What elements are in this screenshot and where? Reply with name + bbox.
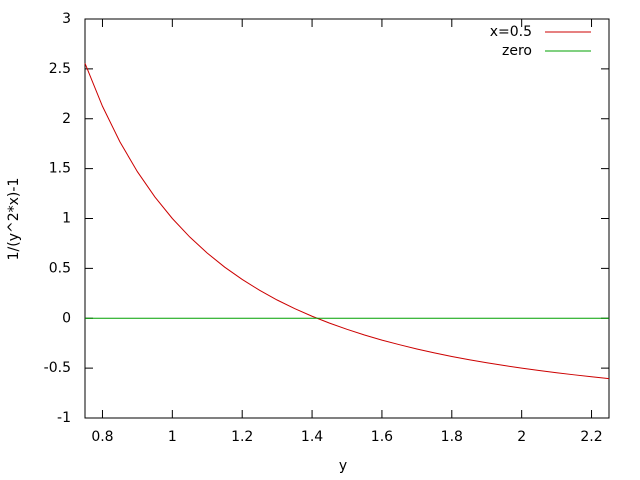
y-tick-label: -1 bbox=[57, 410, 71, 426]
x-tick-label: 1.6 bbox=[371, 429, 393, 445]
y-tick-label: 1 bbox=[62, 211, 71, 227]
x-tick-label: 1.4 bbox=[301, 429, 323, 445]
x-tick-label: 1.8 bbox=[441, 429, 463, 445]
y-tick-label: 1.5 bbox=[49, 161, 71, 177]
legend-label: zero bbox=[502, 43, 532, 59]
x-tick-label: 1.2 bbox=[231, 429, 253, 445]
y-tick-label: -0.5 bbox=[44, 360, 71, 376]
x-tick-label: 0.8 bbox=[91, 429, 113, 445]
y-tick-label: 2 bbox=[62, 111, 71, 127]
legend-label: x=0.5 bbox=[490, 24, 532, 40]
y-tick-label: 0 bbox=[62, 310, 71, 326]
x-tick-label: 1 bbox=[168, 429, 177, 445]
x-tick-label: 2.2 bbox=[580, 429, 602, 445]
y-tick-label: 3 bbox=[62, 11, 71, 27]
y-tick-label: 2.5 bbox=[49, 61, 71, 77]
x-axis-label: y bbox=[339, 458, 347, 474]
y-tick-label: 0.5 bbox=[49, 260, 71, 276]
series-line bbox=[84, 63, 610, 380]
y-axis-label: 1/(y^2*x)-1 bbox=[6, 178, 22, 261]
x-tick-label: 2 bbox=[517, 429, 526, 445]
plot-frame bbox=[84, 18, 610, 419]
